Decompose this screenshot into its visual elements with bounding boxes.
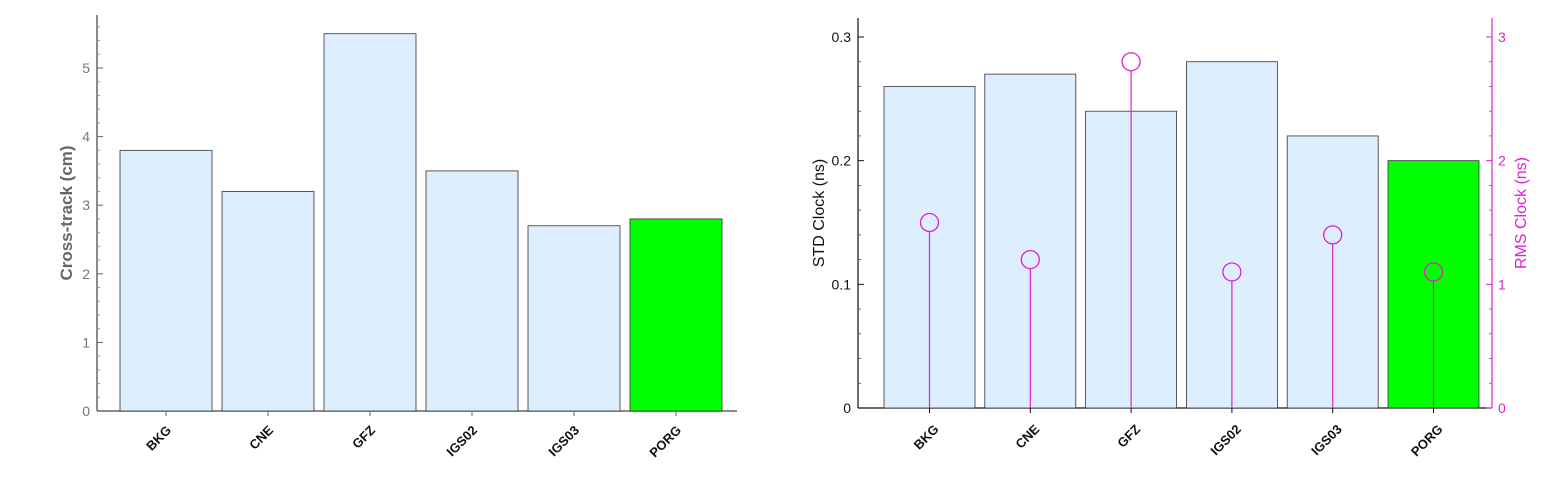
right-y-tick-label: 3 [1498,29,1506,45]
x-tick-label-gfz: GFZ [349,422,378,451]
x-tick-label-cne: CNE [1012,421,1042,451]
y-tick-label: 1 [82,334,90,350]
x-tick-label-bkg: BKG [911,422,942,453]
right-y-tick-label: 1 [1498,276,1506,292]
left-y-tick-label: 0.1 [832,276,852,292]
y-axis-title: Cross-track (cm) [57,145,76,280]
bar-gfz [323,33,417,412]
left-y-tick-label: 0.3 [832,29,852,45]
y-tick-label: 0 [82,403,90,419]
left-y-tick-label: 0.2 [832,153,852,169]
bar-bkg [119,149,213,412]
rms-point-bkg [919,212,940,233]
x-tick-label-porg: PORG [1408,422,1446,460]
x-tick-label-porg: PORG [646,423,684,461]
y-tick-label: 2 [82,266,90,282]
rms-point-igs02 [1222,262,1242,282]
left-y-axis-title: STD Clock (ns) [811,159,828,267]
bar-cne [221,191,315,412]
bar-porg [629,218,723,412]
right-y-axis-title: RMS Clock (ns) [1513,157,1530,269]
rms-point-igs03 [1323,225,1343,245]
bar-igs02 [425,170,519,412]
rms-point-cne [1020,249,1040,270]
x-tick-label-igs02: IGS02 [443,423,480,460]
clock-chart: 0 0.1 0.2 0.3 0 1 2 3 STD Clock (ns) RMS Clock (n… [811,18,1530,459]
rms-point-gfz [1121,52,1141,72]
x-tick-label-igs02: IGS02 [1207,422,1244,459]
y-tick-label: 4 [82,129,90,145]
x-tick-label-igs03: IGS03 [1308,422,1345,459]
y-tick-label: 3 [82,197,90,213]
right-y-tick-label: 0 [1498,400,1506,416]
right-y-tick-label: 2 [1498,153,1506,169]
x-tick-label-gfz: GFZ [1114,421,1143,450]
bar-igs03 [527,225,621,412]
x-tick-label-igs03: IGS03 [545,423,582,460]
x-tick-label-cne: CNE [246,422,276,452]
rms-point-porg [1423,262,1444,282]
x-tick-label-bkg: BKG [143,423,174,454]
left-y-tick-label: 0 [843,400,851,416]
y-tick-label: 5 [82,60,90,76]
cross-track-chart: 0 1 2 3 4 5 Cross-track (cm) BKG CNE GFZ IGS02 IGS0… [57,15,737,460]
